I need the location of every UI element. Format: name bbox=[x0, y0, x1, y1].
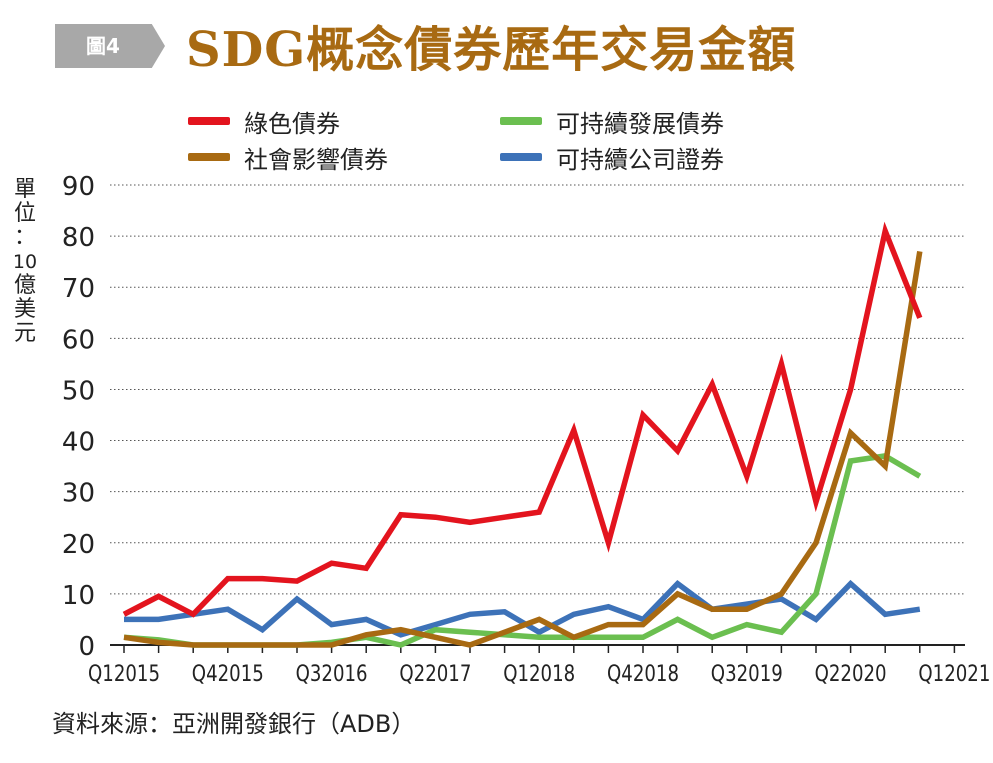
y-axis-label-char: 元 bbox=[13, 321, 36, 346]
y-tick-label: 90 bbox=[62, 172, 95, 202]
x-tick-label: Q12018 bbox=[503, 662, 575, 687]
y-axis-label: 單 位 ： 10 億 美 元 bbox=[10, 178, 40, 346]
x-tick-label: Q32016 bbox=[296, 662, 368, 687]
y-tick-label: 0 bbox=[78, 632, 95, 662]
x-tick-label: Q22017 bbox=[399, 662, 471, 687]
y-axis-label-char: 位 bbox=[13, 201, 36, 226]
y-tick-label: 80 bbox=[62, 223, 95, 253]
y-axis-label-char: 億 bbox=[13, 273, 36, 298]
chart-title: SDG概念債券歷年交易金額 bbox=[186, 22, 797, 78]
y-tick-label: 40 bbox=[62, 428, 95, 458]
x-tick-label: Q22020 bbox=[815, 662, 887, 687]
x-tick-label: Q42018 bbox=[607, 662, 679, 687]
x-tick-label: Q32019 bbox=[711, 662, 783, 687]
y-tick-label: 70 bbox=[62, 274, 95, 304]
legend-swatch-sustainability-corp bbox=[500, 153, 542, 161]
y-tick-label: 60 bbox=[62, 325, 95, 355]
series-line-social-bond bbox=[123, 250, 923, 648]
series-line-sustainability-corp bbox=[124, 579, 921, 638]
x-tick-label: Q12015 bbox=[88, 662, 160, 687]
y-tick-label: 20 bbox=[62, 530, 95, 560]
legend-item-sustainability-bond: 可持續發展債券 bbox=[500, 104, 724, 138]
legend-swatch-social-bond bbox=[188, 153, 230, 161]
legend-label-sustainability-corp: 可持續公司證券 bbox=[556, 145, 724, 174]
y-axis-label-char: 美 bbox=[13, 297, 36, 322]
x-tick-label: Q42015 bbox=[192, 662, 264, 687]
y-axis-label-char: ： bbox=[13, 225, 36, 250]
legend-label-social-bond: 社會影響債券 bbox=[244, 145, 388, 174]
y-tick-label: 30 bbox=[62, 479, 95, 509]
legend-swatch-sustainability-bond bbox=[500, 117, 542, 125]
legend-item-social-bond: 社會影響債券 bbox=[188, 140, 388, 174]
y-tick-label: 50 bbox=[62, 376, 95, 406]
legend-label-green-bond: 綠色債券 bbox=[244, 109, 340, 138]
source-note: 資料來源：亞洲開發銀行（ADB） bbox=[52, 710, 416, 738]
legend-item-sustainability-corp: 可持續公司證券 bbox=[500, 140, 724, 174]
series-line-green-bond bbox=[122, 221, 923, 618]
y-tick-label: 10 bbox=[62, 581, 95, 611]
figure-number-banner: 圖4 bbox=[55, 24, 165, 68]
legend-label-sustainability-bond: 可持續發展債券 bbox=[556, 109, 724, 138]
y-axis-label-char: 單 bbox=[13, 177, 36, 202]
legend-swatch-green-bond bbox=[188, 117, 230, 125]
chart-legend: 綠色債券 可持續發展債券 社會影響債券 可持續公司證券 bbox=[0, 0, 993, 180]
figure-number-label: 圖4 bbox=[86, 34, 120, 58]
x-tick-label: Q12021 bbox=[918, 662, 990, 687]
y-axis-label-char: 10 bbox=[12, 251, 38, 273]
legend-item-green-bond: 綠色債券 bbox=[188, 104, 340, 138]
